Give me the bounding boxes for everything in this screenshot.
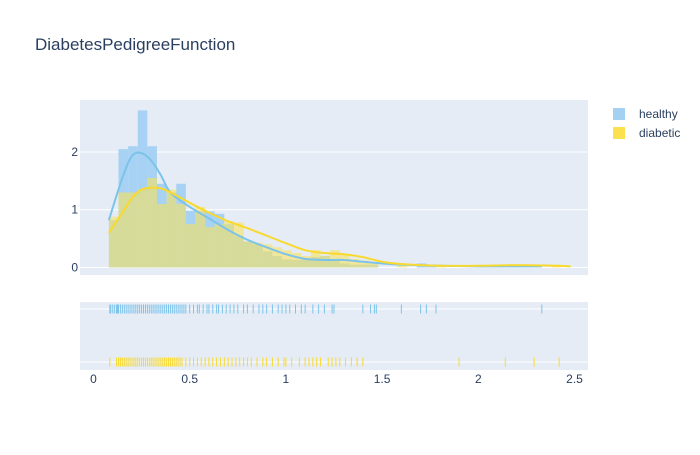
- hist-bar-diabetic: [185, 224, 196, 268]
- hist-bar-diabetic: [435, 266, 446, 268]
- hist-bar-diabetic: [118, 192, 129, 268]
- y-tick-label: 1: [71, 203, 78, 217]
- hist-bar-diabetic: [214, 224, 225, 268]
- legend-label-healthy: healthy: [639, 107, 678, 121]
- hist-bar-diabetic: [339, 254, 350, 268]
- hist-bar-diabetic: [291, 253, 302, 268]
- legend-swatch-healthy: [613, 108, 625, 120]
- hist-bar-diabetic: [243, 241, 254, 268]
- hist-bar-diabetic: [301, 255, 311, 268]
- hist-bar-diabetic: [282, 250, 292, 268]
- hist-bar-diabetic: [349, 258, 360, 268]
- hist-bar-diabetic: [176, 203, 186, 268]
- legend-swatch-diabetic: [613, 127, 625, 139]
- hist-bar-diabetic: [195, 206, 206, 268]
- x-tick-label: 2: [475, 372, 482, 386]
- kde-curve-diabetic: [108, 186, 571, 268]
- hist-bar-diabetic: [397, 264, 408, 268]
- hist-bar-diabetic: [253, 242, 263, 268]
- x-tick-label: 0: [90, 372, 97, 386]
- hist-bar-diabetic: [368, 261, 379, 268]
- x-tick-label: 2.5: [566, 372, 583, 386]
- chart-title: DiabetesPedigreeFunction: [35, 35, 235, 54]
- hist-bar-diabetic: [320, 255, 331, 268]
- kde-curves: [107, 151, 571, 268]
- hist-bar-diabetic: [166, 189, 177, 268]
- tick-labels: 0 1 2 0 0.5 1 1.5 2 2.5: [71, 145, 583, 386]
- hist-bar-diabetic: [359, 260, 369, 268]
- hist-bar-diabetic: [224, 221, 234, 268]
- hist-bar-diabetic: [205, 227, 215, 268]
- hist-bar-diabetic: [330, 250, 340, 268]
- hist-bar-diabetic: [262, 244, 273, 268]
- y-tick-label: 2: [71, 145, 78, 159]
- x-tick-label: 1: [283, 372, 290, 386]
- histogram-bars: [108, 110, 562, 268]
- legend: healthy diabetic: [613, 107, 680, 140]
- y-tick-label: 0: [71, 260, 78, 274]
- hist-bar-diabetic: [147, 177, 157, 268]
- legend-label-diabetic: diabetic: [639, 126, 680, 140]
- hist-bar-diabetic: [108, 216, 119, 268]
- hist-bar-diabetic: [272, 247, 283, 268]
- x-tick-label: 0.5: [181, 372, 198, 386]
- hist-bar-diabetic: [128, 192, 138, 268]
- hist-bar-diabetic: [233, 222, 244, 268]
- rug-marks: [109, 304, 560, 367]
- hist-bar-diabetic: [137, 189, 148, 268]
- hist-bar-diabetic: [156, 203, 167, 268]
- x-tick-label: 1.5: [374, 372, 391, 386]
